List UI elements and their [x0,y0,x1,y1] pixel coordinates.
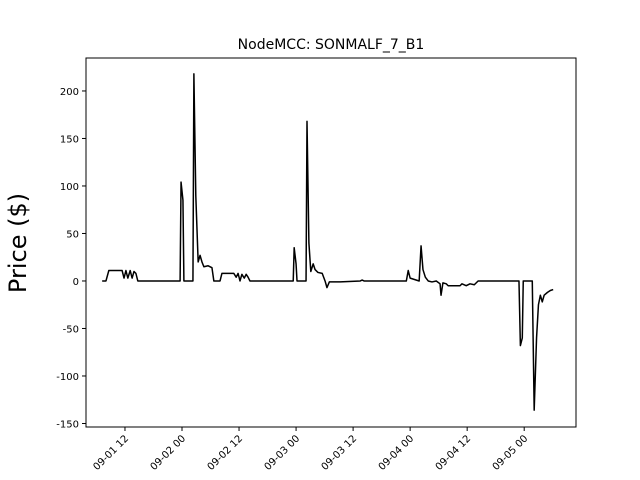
y-tick-label: -100 [56,372,79,383]
y-tick-label: 100 [60,182,79,193]
y-tick-label: 50 [66,229,79,240]
chart-title: NodeMCC: SONMALF_7_B1 [238,37,425,53]
y-tick-label: 0 [73,277,79,288]
y-tick-label: 150 [60,134,79,145]
y-tick-label: -150 [56,419,79,430]
y-tick-label: 200 [60,87,79,98]
price-line [102,73,554,411]
plot-frame [85,57,577,428]
y-axis-label: Price ($) [4,193,32,293]
y-tick-label: -50 [63,324,79,335]
